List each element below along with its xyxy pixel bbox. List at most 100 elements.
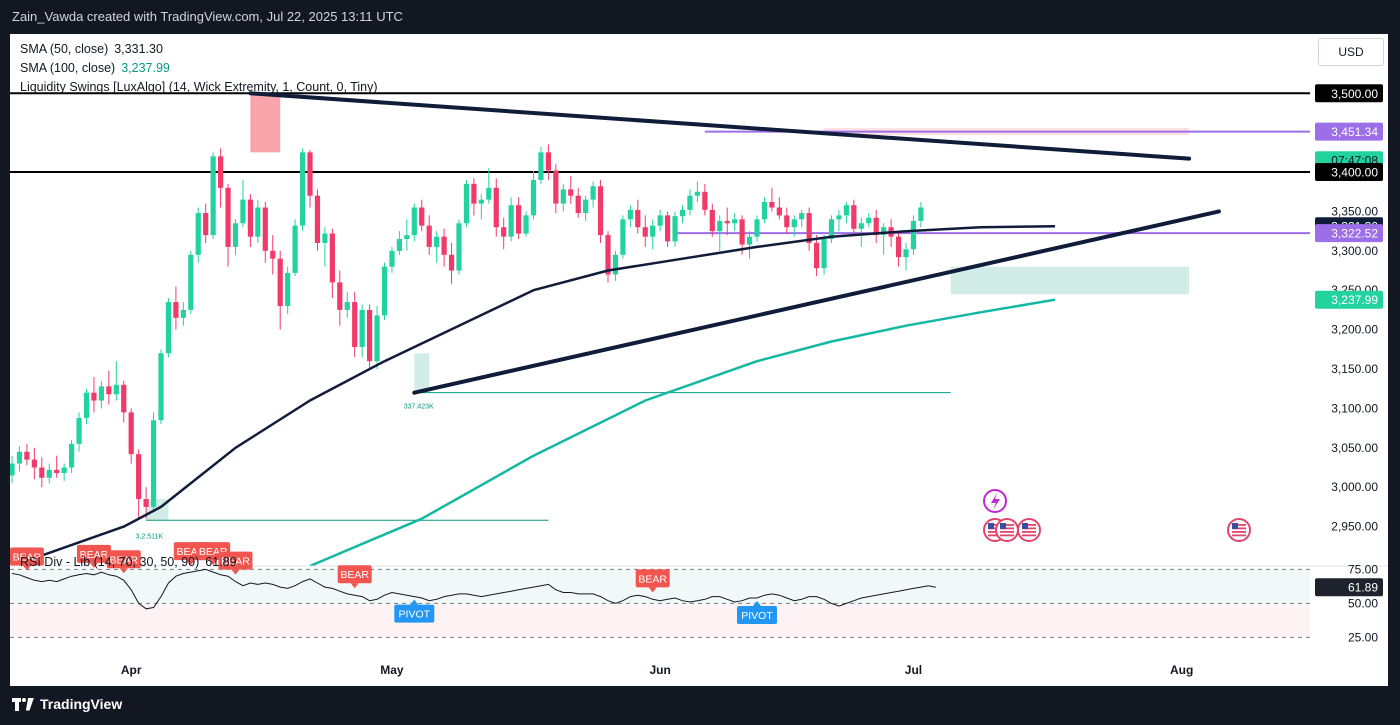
candle-body (918, 207, 924, 221)
candle (173, 286, 179, 330)
candle-body (821, 239, 827, 269)
candle (508, 197, 514, 242)
candle-body (605, 235, 611, 275)
candle (694, 181, 700, 202)
candle (31, 447, 37, 480)
candle (709, 203, 715, 237)
candle-body (784, 215, 790, 228)
candle (180, 302, 186, 326)
candle (91, 376, 97, 413)
candle (270, 235, 276, 275)
candle (426, 215, 432, 255)
candle (352, 291, 358, 358)
legend-liquidity-label: Liquidity Swings [LuxAlgo] (14, Wick Ext… (20, 80, 378, 94)
price-chart[interactable]: 337.423K 3,2.511K 2,950.00 3,000.00 3,050.00… (10, 34, 1388, 686)
candle (873, 209, 879, 243)
tradingview-logo[interactable]: TradingView (12, 696, 122, 712)
candle (776, 197, 782, 220)
us-flag-event-icon (995, 518, 1019, 542)
y-tick-label: 3,000.00 (1331, 480, 1378, 494)
candle-body (545, 152, 551, 171)
candle (732, 213, 738, 232)
candle-body (426, 225, 432, 247)
candle (218, 148, 224, 208)
candle (39, 457, 45, 488)
candle (16, 446, 23, 472)
candle-body (597, 186, 604, 236)
candle-body (590, 186, 596, 200)
flag-stripe (1000, 534, 1014, 537)
sma100-line (309, 298, 1056, 566)
candle (620, 215, 626, 259)
candle (76, 412, 82, 452)
x-axis-label: Aug (1170, 663, 1193, 677)
candle-body (769, 202, 775, 208)
rsi-signal-bear: BEAR (337, 565, 372, 589)
y-tick-label: 3,050.00 (1331, 441, 1378, 455)
candle-body (31, 459, 37, 468)
candle (381, 262, 388, 321)
candle-body (486, 187, 492, 200)
candle (746, 231, 753, 259)
candle-body (672, 216, 678, 242)
candle (590, 181, 596, 208)
candle-body (98, 386, 104, 401)
candle-body (203, 213, 209, 236)
candle (359, 304, 365, 358)
candle (799, 209, 805, 228)
flag-ring (1227, 518, 1251, 542)
candle-body (16, 451, 23, 464)
candle (136, 449, 142, 519)
x-axis-label: Jun (649, 663, 670, 677)
rsi-signal-arrow (89, 562, 98, 568)
candle-body (314, 195, 321, 243)
rsi-value-tag-text: 61.89 (1348, 581, 1378, 595)
candle-body (374, 315, 380, 362)
candle-body (240, 199, 246, 224)
candle (195, 207, 201, 263)
candle-body (650, 225, 656, 237)
candle (791, 215, 797, 237)
legend-sma50[interactable]: SMA (50, close) 3,331.30 (20, 40, 378, 59)
price-tag-bg (1315, 122, 1383, 141)
candle (344, 291, 350, 318)
candle-body (389, 250, 395, 267)
x-axis-label: Apr (121, 663, 142, 677)
rsi-signal-bg (394, 604, 435, 623)
price-tag-bg (1315, 163, 1383, 182)
legend-sma50-value: 3,331.30 (114, 42, 163, 56)
candle-body (828, 219, 835, 240)
candle (597, 179, 604, 243)
candle-body (270, 250, 276, 259)
candle-body (851, 205, 857, 229)
candle (672, 211, 678, 247)
candle-body (523, 215, 529, 234)
rsi-legend[interactable]: RSI Div - Lib (14, 70, 30, 50, 90) 61.89 (20, 555, 237, 569)
candle (46, 463, 52, 484)
rsi-lower-band (10, 603, 1310, 638)
legend-liquidity-swings[interactable]: Liquidity Swings [LuxAlgo] (14, Wick Ext… (20, 78, 378, 97)
candle-body (806, 213, 812, 243)
candle-body (61, 467, 67, 474)
candle (434, 231, 440, 263)
candle (203, 203, 209, 243)
candle (761, 197, 768, 224)
currency-button[interactable]: USD (1318, 38, 1384, 66)
flag-stripe (988, 534, 1002, 537)
flag-stripe (1000, 527, 1014, 530)
candle-body (396, 239, 402, 251)
rsi-signal-pivot: PIVOT (737, 600, 777, 624)
rsi-signal-text: PIVOT (741, 610, 773, 622)
flag-stripe (1232, 524, 1246, 526)
candle (367, 304, 373, 370)
flag-ring (1017, 518, 1041, 542)
legend-sma100[interactable]: SMA (100, close) 3,237.99 (20, 59, 378, 78)
candle-body (285, 272, 291, 306)
candle (881, 223, 887, 255)
candle-body (188, 254, 194, 310)
candle-body (836, 215, 842, 220)
candle-body (858, 223, 864, 229)
candle (210, 152, 216, 240)
rsi-signal-arrow (209, 560, 218, 566)
candle-body (277, 258, 283, 306)
